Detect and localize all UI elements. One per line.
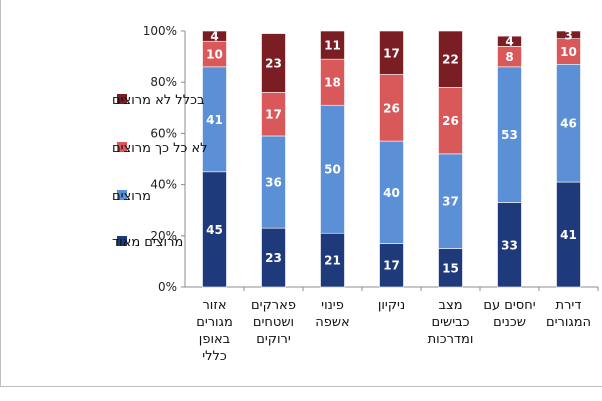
x-tick-label-line: פארקים: [251, 298, 296, 313]
x-tick-label: דירת המגורים: [546, 298, 591, 330]
data-label: 17: [383, 46, 400, 60]
data-label: 11: [324, 39, 341, 53]
bar-segment: [320, 104, 345, 234]
legend-swatch: [117, 142, 127, 152]
data-label: 53: [501, 128, 518, 142]
bar-segment: [497, 66, 522, 203]
data-label: 18: [324, 76, 341, 90]
x-tick-label: אזור מגורים באופן כללי: [196, 298, 233, 364]
bar-segment: [379, 30, 404, 75]
x-tick-label-line: שכנים: [493, 315, 526, 330]
bar-segment: [202, 30, 227, 42]
bar-segment: [556, 181, 581, 288]
data-label: 50: [324, 163, 341, 177]
x-tick-label: פארקים ושטחים ירוקים: [251, 298, 296, 347]
legend-label: מרוצים מאוד: [112, 235, 183, 250]
data-label: 45: [206, 223, 223, 237]
bar-segment: [438, 87, 463, 155]
x-tick-label-line: פינוי: [321, 298, 344, 313]
x-tick-label-line: כללי: [202, 349, 227, 364]
x-tick-label: מצב כבישים ומדרכות: [428, 298, 474, 347]
data-label: 10: [206, 48, 223, 62]
data-label: 26: [383, 101, 400, 115]
data-label: 46: [560, 117, 577, 131]
y-tick-label: 20%: [150, 229, 177, 243]
data-label: 37: [442, 195, 459, 209]
x-tick-label-line: כבישים: [431, 315, 469, 330]
data-label: 8: [505, 50, 513, 64]
data-label: 22: [442, 53, 459, 67]
x-tick-label-line: מגורים: [196, 315, 233, 330]
y-tick-label: 40%: [150, 178, 177, 192]
legend-label: לא כל כך מרוצים: [112, 141, 208, 156]
y-tick-label: 0%: [158, 280, 177, 294]
bar-segment: [556, 38, 581, 65]
data-label: 15: [442, 261, 459, 275]
legend-label: מרוצים: [112, 189, 151, 204]
legend-swatch: [117, 236, 127, 246]
bar-segment: [320, 30, 345, 60]
x-tick-label-line: באופן: [199, 332, 230, 347]
x-tick-label-line: יחסים עם: [483, 298, 535, 313]
data-label: 4: [505, 35, 513, 49]
data-label: 17: [383, 259, 400, 273]
bar-segment: [438, 30, 463, 88]
bar-segment: [556, 63, 581, 183]
bar-segment: [556, 30, 581, 39]
legend-swatch: [117, 94, 127, 104]
data-label: 26: [442, 114, 459, 128]
y-tick-label: 80%: [150, 75, 177, 89]
bar-segment: [202, 40, 227, 68]
legend-swatch: [117, 190, 127, 200]
x-tick-label-line: אזור: [202, 298, 226, 313]
data-label: 41: [206, 113, 223, 127]
data-label: 23: [265, 57, 282, 71]
bar-segment: [379, 243, 404, 288]
data-label: 4: [210, 30, 218, 44]
x-tick-label-line: ניקיון: [378, 298, 405, 313]
bar-segment: [497, 35, 522, 47]
data-label: 21: [324, 254, 341, 268]
legend-label: בכלל לא מרוצים: [112, 93, 204, 108]
data-label: 23: [265, 251, 282, 265]
data-label: 17: [265, 108, 282, 122]
y-tick-label: 60%: [150, 126, 177, 140]
x-tick-label-line: המגורים: [546, 315, 591, 330]
data-label: 3: [564, 28, 572, 42]
x-tick-label: פינוי אשפה: [315, 298, 350, 330]
x-tick-label-line: מצב: [438, 298, 462, 313]
bar-segment: [438, 153, 463, 249]
x-tick-label-line: ומדרכות: [428, 332, 474, 347]
data-label: 41: [560, 228, 577, 242]
x-tick-label: ניקיון: [378, 298, 405, 313]
bar-segment: [497, 202, 522, 288]
x-tick-label: יחסים עם שכנים: [483, 298, 535, 330]
x-tick-label-line: ושטחים: [253, 315, 294, 330]
data-label: 36: [265, 176, 282, 190]
bar-segment: [261, 33, 286, 93]
bar-segment: [202, 66, 227, 173]
y-tick-label: 100%: [143, 24, 177, 38]
x-tick-label-line: אשפה: [315, 315, 350, 330]
bar-segment: [320, 232, 345, 288]
data-label: 40: [383, 186, 400, 200]
x-tick-label-line: ירוקים: [256, 332, 291, 347]
x-tick-label-line: דירת: [556, 298, 582, 313]
data-label: 33: [501, 238, 518, 252]
bar-segment: [261, 227, 286, 288]
data-label: 10: [560, 45, 577, 59]
